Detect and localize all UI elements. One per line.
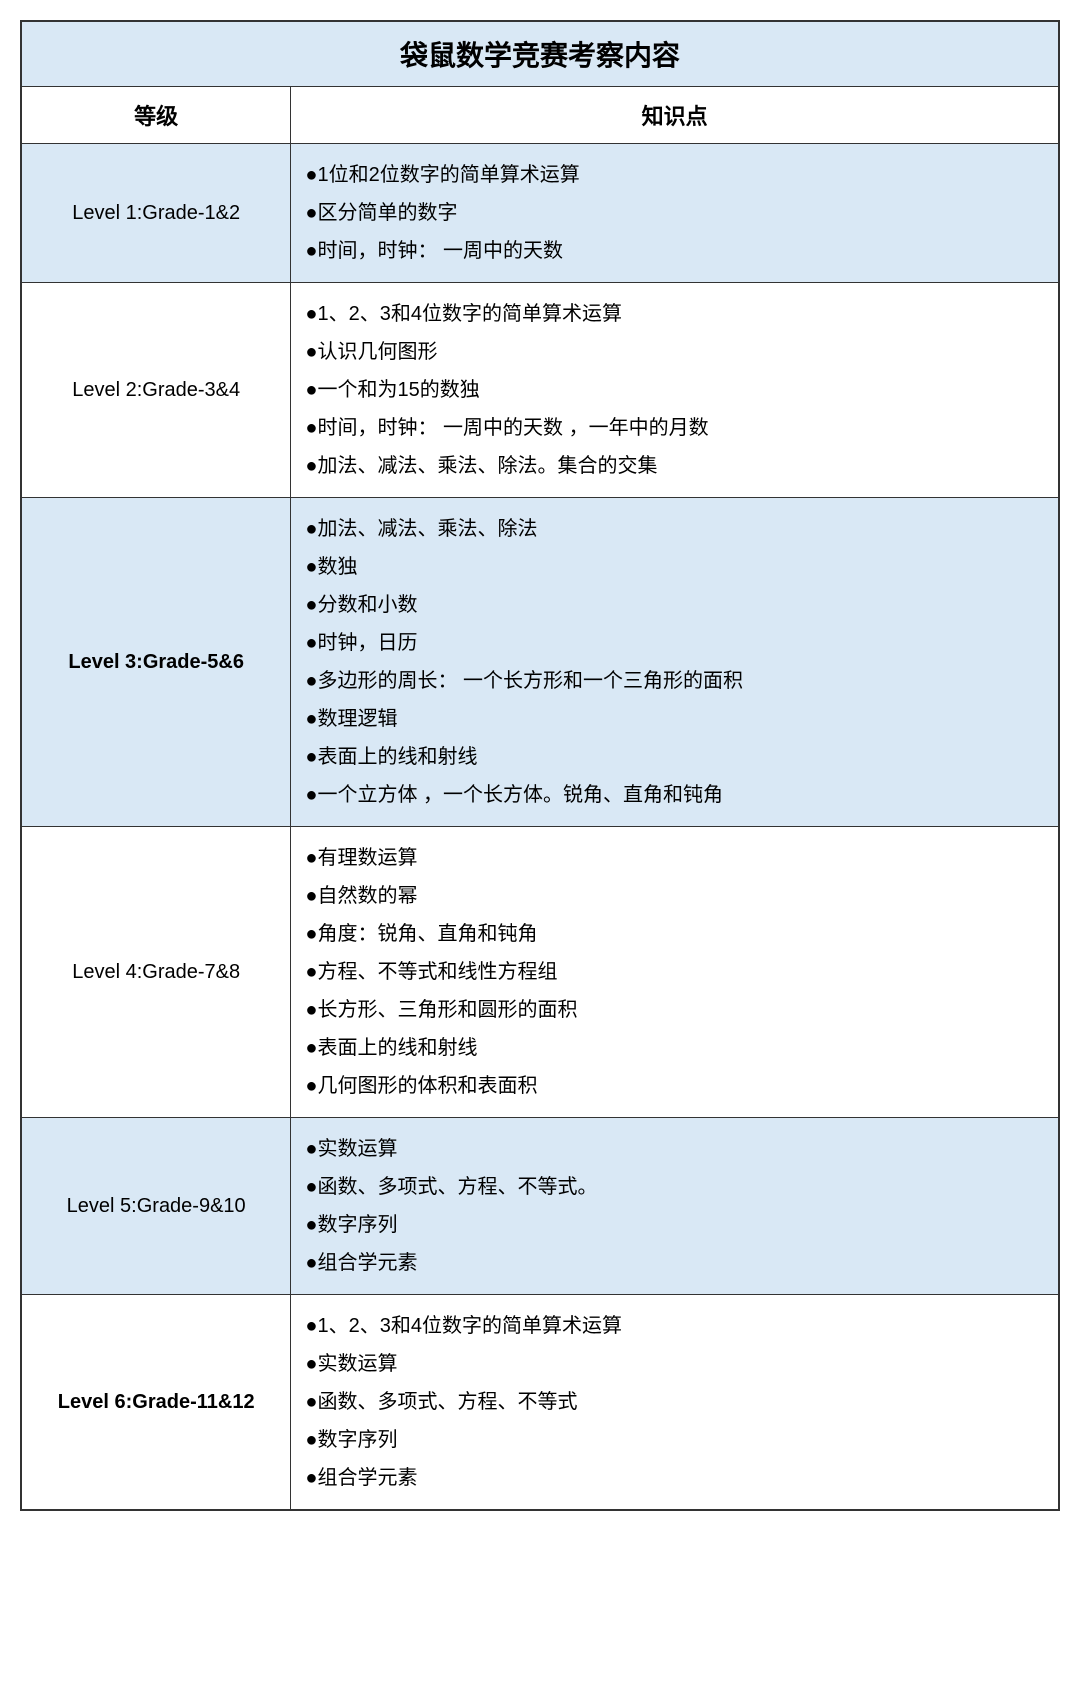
title-row: 袋鼠数学竞赛考察内容 bbox=[21, 21, 1059, 87]
topic-item: ●数独 bbox=[305, 548, 1044, 586]
topic-item: ●时钟，日历 bbox=[305, 624, 1044, 662]
topic-item: ●分数和小数 bbox=[305, 586, 1044, 624]
topics-cell: ●加法、减法、乘法、除法●数独●分数和小数●时钟，日历●多边形的周长： 一个长方… bbox=[291, 498, 1059, 827]
topic-item: ●数理逻辑 bbox=[305, 700, 1044, 738]
table-row: Level 5:Grade-9&10●实数运算●函数、多项式、方程、不等式。●数… bbox=[21, 1118, 1059, 1295]
level-cell: Level 2:Grade-3&4 bbox=[21, 283, 291, 498]
topic-item: ●函数、多项式、方程、不等式。 bbox=[305, 1168, 1044, 1206]
topic-item: ●数字序列 bbox=[305, 1206, 1044, 1244]
topic-item: ●表面上的线和射线 bbox=[305, 738, 1044, 776]
header-row: 等级 知识点 bbox=[21, 87, 1059, 144]
topic-item: ●方程、不等式和线性方程组 bbox=[305, 953, 1044, 991]
topic-item: ●有理数运算 bbox=[305, 839, 1044, 877]
topic-item: ●实数运算 bbox=[305, 1345, 1044, 1383]
topic-item: ●自然数的幂 bbox=[305, 877, 1044, 915]
topics-cell: ●有理数运算●自然数的幂●角度：锐角、直角和钝角●方程、不等式和线性方程组●长方… bbox=[291, 827, 1059, 1118]
topic-item: ●组合学元素 bbox=[305, 1244, 1044, 1282]
topics-cell: ●1、2、3和4位数字的简单算术运算●认识几何图形●一个和为15的数独●时间，时… bbox=[291, 283, 1059, 498]
topic-item: ●时间，时钟： 一周中的天数 ，一年中的月数 bbox=[305, 409, 1044, 447]
level-cell: Level 4:Grade-7&8 bbox=[21, 827, 291, 1118]
level-cell: Level 5:Grade-9&10 bbox=[21, 1118, 291, 1295]
topic-item: ●1、2、3和4位数字的简单算术运算 bbox=[305, 1307, 1044, 1345]
topic-item: ●时间，时钟： 一周中的天数 bbox=[305, 232, 1044, 270]
topic-item: ●一个立方体 ，一个长方体。锐角、直角和钝角 bbox=[305, 776, 1044, 814]
topic-item: ●加法、减法、乘法、除法。集合的交集 bbox=[305, 447, 1044, 485]
level-cell: Level 1:Grade-1&2 bbox=[21, 144, 291, 283]
topic-item: ●认识几何图形 bbox=[305, 333, 1044, 371]
topic-item: ●数字序列 bbox=[305, 1421, 1044, 1459]
table-title: 袋鼠数学竞赛考察内容 bbox=[21, 21, 1059, 87]
header-topics: 知识点 bbox=[291, 87, 1059, 144]
table-row: Level 2:Grade-3&4●1、2、3和4位数字的简单算术运算●认识几何… bbox=[21, 283, 1059, 498]
topic-item: ●1、2、3和4位数字的简单算术运算 bbox=[305, 295, 1044, 333]
topic-item: ●表面上的线和射线 bbox=[305, 1029, 1044, 1067]
topic-item: ●加法、减法、乘法、除法 bbox=[305, 510, 1044, 548]
table-row: Level 4:Grade-7&8●有理数运算●自然数的幂●角度：锐角、直角和钝… bbox=[21, 827, 1059, 1118]
topic-item: ●函数、多项式、方程、不等式 bbox=[305, 1383, 1044, 1421]
topic-item: ●几何图形的体积和表面积 bbox=[305, 1067, 1044, 1105]
header-level: 等级 bbox=[21, 87, 291, 144]
topic-item: ●区分简单的数字 bbox=[305, 194, 1044, 232]
table-row: Level 3:Grade-5&6●加法、减法、乘法、除法●数独●分数和小数●时… bbox=[21, 498, 1059, 827]
level-cell: Level 3:Grade-5&6 bbox=[21, 498, 291, 827]
topic-item: ●实数运算 bbox=[305, 1130, 1044, 1168]
topic-item: ●组合学元素 bbox=[305, 1459, 1044, 1497]
table-row: Level 6:Grade-11&12●1、2、3和4位数字的简单算术运算●实数… bbox=[21, 1295, 1059, 1511]
topics-cell: ●1位和2位数字的简单算术运算●区分简单的数字●时间，时钟： 一周中的天数 bbox=[291, 144, 1059, 283]
topics-cell: ●实数运算●函数、多项式、方程、不等式。●数字序列●组合学元素 bbox=[291, 1118, 1059, 1295]
topic-item: ●长方形、三角形和圆形的面积 bbox=[305, 991, 1044, 1029]
competition-table: 袋鼠数学竞赛考察内容 等级 知识点 Level 1:Grade-1&2●1位和2… bbox=[20, 20, 1060, 1511]
topics-cell: ●1、2、3和4位数字的简单算术运算●实数运算●函数、多项式、方程、不等式●数字… bbox=[291, 1295, 1059, 1511]
level-cell: Level 6:Grade-11&12 bbox=[21, 1295, 291, 1511]
topic-item: ●多边形的周长： 一个长方形和一个三角形的面积 bbox=[305, 662, 1044, 700]
table-row: Level 1:Grade-1&2●1位和2位数字的简单算术运算●区分简单的数字… bbox=[21, 144, 1059, 283]
topic-item: ●角度：锐角、直角和钝角 bbox=[305, 915, 1044, 953]
topic-item: ●1位和2位数字的简单算术运算 bbox=[305, 156, 1044, 194]
topic-item: ●一个和为15的数独 bbox=[305, 371, 1044, 409]
